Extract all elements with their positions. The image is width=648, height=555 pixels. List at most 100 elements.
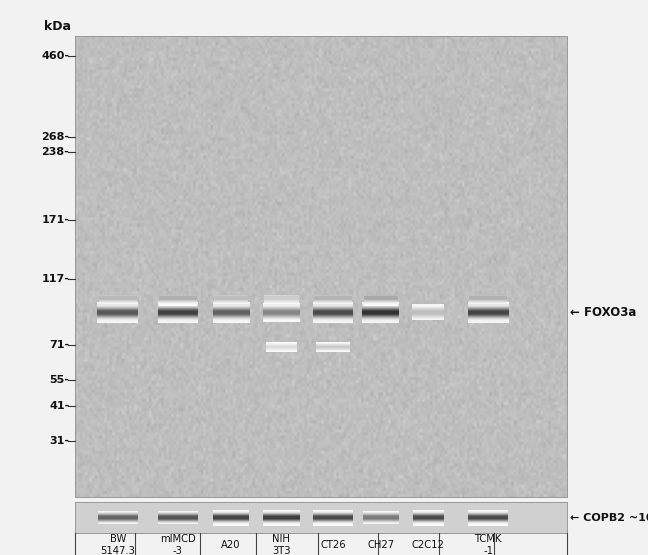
Bar <box>363 520 399 521</box>
Bar <box>316 347 351 348</box>
Bar <box>469 520 508 521</box>
Bar <box>98 521 138 522</box>
Bar <box>99 303 137 305</box>
Bar <box>263 310 300 311</box>
Bar <box>413 520 444 521</box>
Bar <box>313 520 353 521</box>
Bar <box>213 315 249 316</box>
Text: 55-: 55- <box>49 375 69 385</box>
Bar <box>159 301 197 302</box>
Bar <box>266 343 297 344</box>
Bar <box>158 517 198 519</box>
Bar <box>313 521 353 522</box>
Bar <box>263 307 300 308</box>
Bar <box>363 522 399 523</box>
Bar <box>314 302 352 304</box>
Bar <box>97 305 138 306</box>
Bar <box>364 300 398 301</box>
Text: CH27: CH27 <box>367 540 395 550</box>
Bar <box>99 301 137 302</box>
Bar <box>157 314 198 315</box>
Bar <box>263 306 300 307</box>
Bar <box>362 320 399 322</box>
Bar <box>314 299 352 300</box>
Bar <box>157 302 198 304</box>
Bar <box>213 303 249 305</box>
Bar <box>213 302 249 304</box>
Bar <box>364 297 398 299</box>
Bar <box>468 305 509 306</box>
Bar <box>157 318 198 319</box>
Bar <box>159 305 197 306</box>
Bar <box>412 306 444 307</box>
Bar <box>364 301 398 302</box>
Bar <box>363 521 399 522</box>
Bar <box>313 306 353 307</box>
Bar <box>314 301 352 302</box>
Bar <box>413 517 444 519</box>
Bar <box>213 521 249 522</box>
Bar <box>412 308 444 309</box>
Bar <box>362 316 399 317</box>
Bar <box>98 512 138 513</box>
Bar <box>468 314 509 315</box>
Bar <box>362 314 399 315</box>
Bar <box>469 296 507 297</box>
Bar <box>364 305 398 306</box>
Bar <box>97 302 138 304</box>
Bar <box>263 317 300 318</box>
Bar <box>213 320 249 322</box>
Bar <box>362 312 399 314</box>
Bar <box>412 318 444 319</box>
Bar <box>362 317 399 318</box>
Bar <box>313 315 353 316</box>
Bar <box>213 319 249 320</box>
Bar <box>158 512 198 513</box>
Text: CT26: CT26 <box>320 540 346 550</box>
Bar <box>412 319 444 320</box>
Bar <box>266 349 297 350</box>
Bar <box>97 315 138 316</box>
Bar <box>157 319 198 320</box>
Bar <box>316 350 351 351</box>
Bar <box>364 296 398 297</box>
Bar <box>213 314 249 315</box>
Bar <box>412 305 444 306</box>
Bar <box>363 517 399 519</box>
Bar <box>469 517 508 519</box>
Bar <box>99 299 137 300</box>
Bar <box>469 522 508 523</box>
Bar <box>99 295 137 296</box>
Bar <box>263 316 300 317</box>
Bar <box>313 307 353 308</box>
Bar <box>213 518 249 520</box>
Bar <box>363 516 399 518</box>
Bar <box>158 516 198 518</box>
Bar <box>213 317 249 318</box>
Bar <box>213 306 249 307</box>
Bar <box>158 523 198 524</box>
Bar <box>413 521 444 522</box>
Bar <box>413 512 444 513</box>
Bar <box>263 520 299 521</box>
Bar <box>263 522 299 523</box>
Bar <box>158 514 198 515</box>
Bar <box>412 310 444 311</box>
Bar <box>313 512 353 513</box>
Text: 71-: 71- <box>49 340 69 350</box>
Bar <box>316 343 351 344</box>
Bar <box>264 295 299 296</box>
Bar <box>213 516 249 518</box>
Bar <box>363 515 399 517</box>
Bar <box>159 300 197 301</box>
Bar <box>313 302 353 304</box>
Bar <box>362 302 399 304</box>
Bar <box>157 309 198 310</box>
Bar <box>316 344 351 345</box>
Text: BW
5147.3: BW 5147.3 <box>100 534 135 555</box>
Bar <box>412 312 444 314</box>
Bar <box>157 307 198 308</box>
Text: 238-: 238- <box>41 147 69 157</box>
Bar <box>413 524 444 526</box>
Bar <box>316 345 351 346</box>
